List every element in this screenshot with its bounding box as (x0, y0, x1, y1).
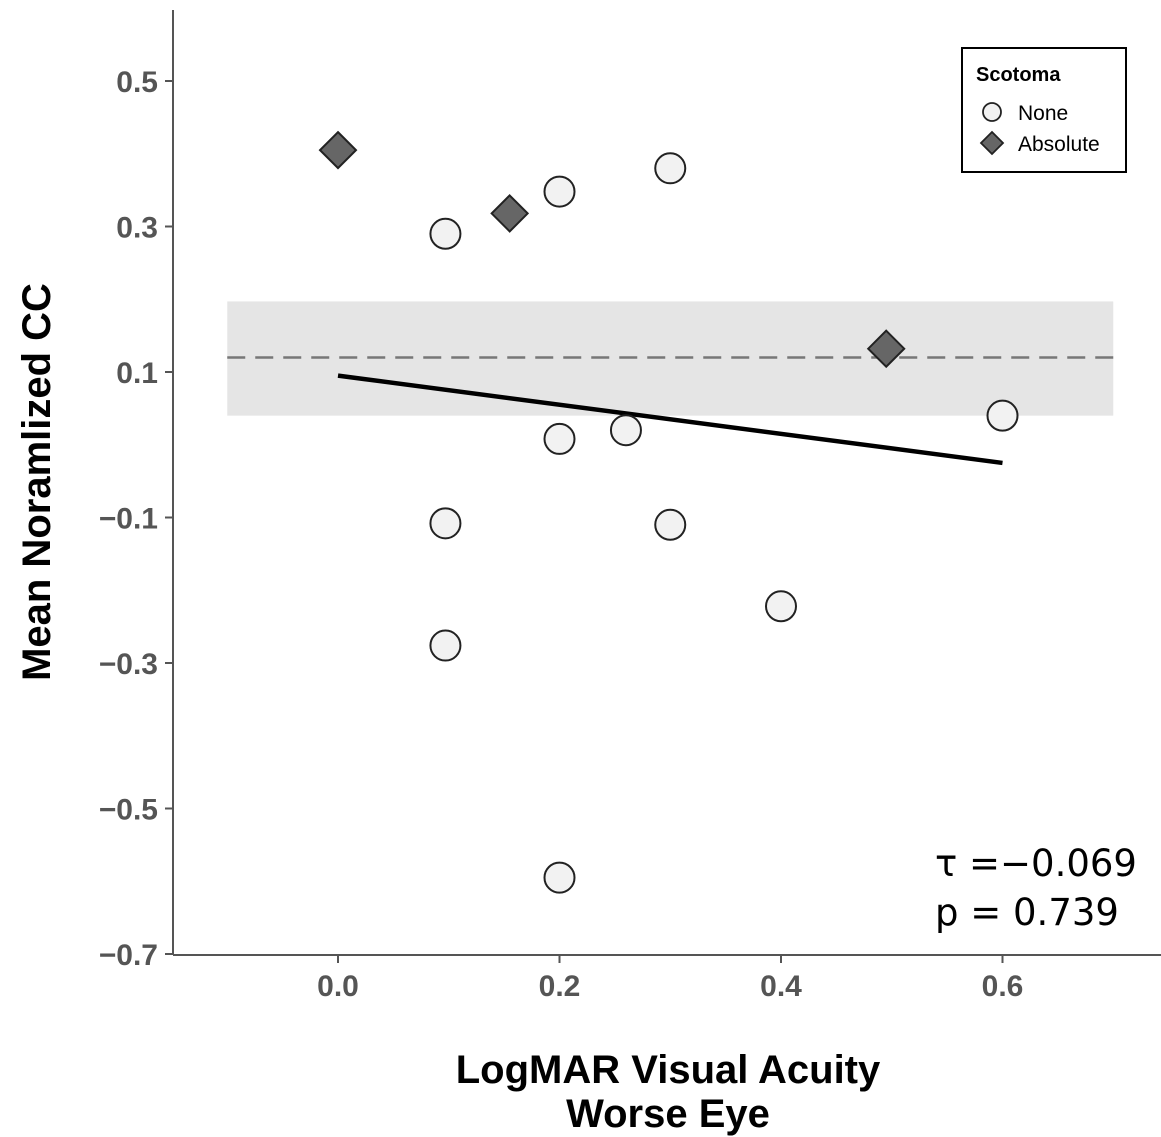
legend: Scotoma None Absolute (961, 47, 1127, 173)
x-axis-ticks: 0.0 0.2 0.4 0.6 (317, 955, 1023, 1003)
point-none (986, 399, 1019, 432)
p-value-annotation: p = 0.739 (935, 891, 1119, 934)
x-tick-label: 0.0 (317, 970, 359, 1003)
x-tick-label: 0.4 (760, 970, 802, 1003)
x-axis-title-line2: Worse Eye (566, 1092, 770, 1136)
legend-title: Scotoma (976, 64, 1061, 86)
point-none (543, 422, 576, 455)
point-absolute (318, 130, 358, 170)
legend-circle-icon (982, 102, 1002, 122)
point-absolute (490, 193, 530, 233)
point-none (654, 152, 687, 185)
data-points (318, 130, 1019, 894)
y-axis-title: Mean Noramlized CC (15, 283, 59, 681)
y-tick-label: −0.5 (99, 794, 158, 827)
y-axis-ticks: 0.5 0.3 0.1 −0.1 −0.3 −0.5 −0.7 (99, 66, 173, 972)
x-tick-label: 0.2 (539, 970, 581, 1003)
y-tick-label: −0.3 (99, 648, 158, 681)
y-tick-label: 0.1 (116, 357, 158, 390)
x-tick-label: 0.6 (982, 970, 1024, 1003)
y-tick-label: −0.7 (99, 939, 158, 972)
point-none (609, 414, 642, 447)
point-none (429, 507, 462, 540)
tau-annotation: τ =−0.069 (935, 842, 1137, 885)
point-none (543, 861, 576, 894)
legend-label-none: None (1018, 102, 1068, 125)
y-tick-label: 0.3 (116, 212, 158, 245)
legend-diamond-icon (979, 130, 1005, 156)
x-axis-title-line1: LogMAR Visual Acuity (456, 1048, 881, 1092)
legend-label-absolute: Absolute (1018, 133, 1100, 156)
point-none (654, 508, 687, 541)
trend-line (337, 373, 1003, 466)
point-none (765, 590, 797, 623)
y-tick-label: −0.1 (99, 503, 158, 536)
point-absolute (866, 329, 906, 369)
reference-band (227, 301, 1114, 416)
y-tick-label: 0.5 (116, 66, 158, 99)
point-none (429, 629, 462, 662)
point-none (429, 217, 462, 250)
point-none (543, 175, 576, 208)
